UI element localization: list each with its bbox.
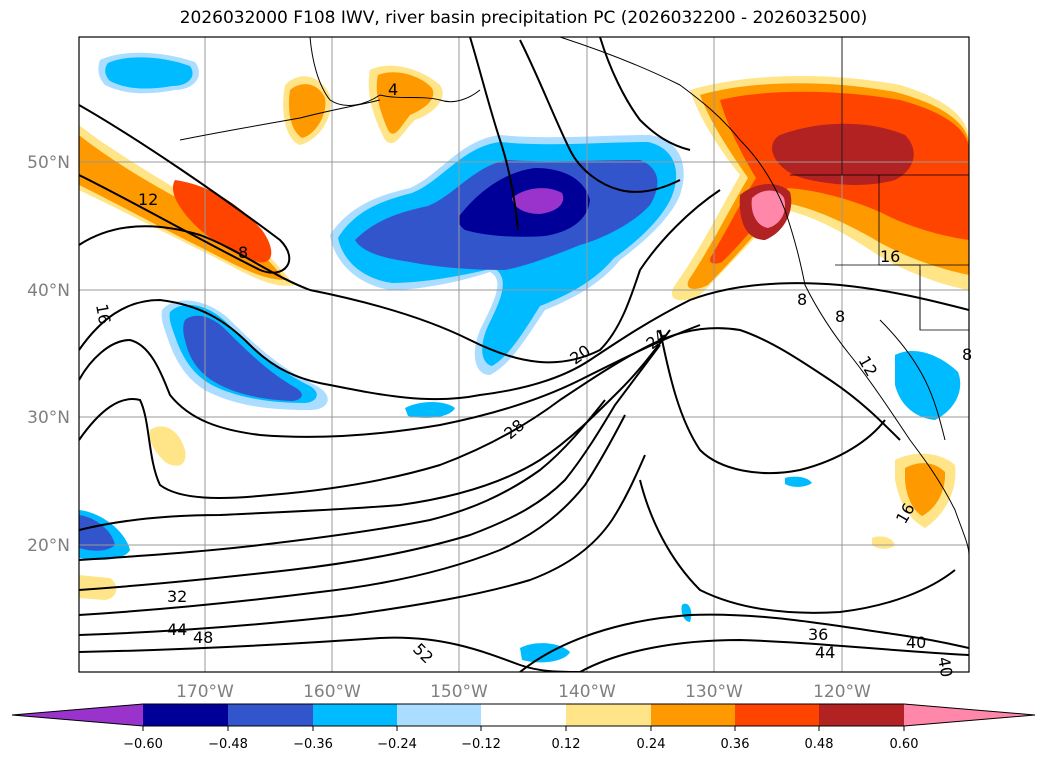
lon-label-140w: 140°W [558, 682, 616, 702]
colorbar-seg-3 [313, 704, 397, 726]
colorbar-seg-0 [12, 704, 143, 726]
contour-label-8-east: 8 [962, 345, 972, 364]
colorbar-ticks [142, 726, 905, 731]
contour-label-8-coast: 8 [797, 290, 807, 309]
contour-label-36: 36 [808, 625, 828, 644]
colorbar-label-7: 0.36 [721, 737, 750, 752]
map-frame [78, 36, 970, 673]
colorbar-label-9: 0.60 [890, 737, 919, 752]
colorbar-label-1: −0.48 [208, 737, 248, 752]
contour-label-4: 4 [388, 80, 398, 99]
contour-label-40: 40 [906, 633, 926, 652]
pc-negative-small-1 [405, 402, 455, 418]
pc-positive-subtropic-1 [149, 426, 186, 466]
colorbar-seg-2 [228, 704, 313, 726]
pc-negative-central-pacific-blue [183, 315, 302, 401]
lat-labels: 50°N 40°N 30°N 20°N [27, 153, 70, 556]
contour-label-44-west: 44 [167, 620, 187, 639]
lat-label-40n: 40°N [27, 281, 70, 301]
contour-label-40-edge: 40 [934, 655, 956, 678]
contour-label-8-inland: 8 [835, 307, 845, 326]
pc-negative-small-3 [681, 603, 692, 622]
colorbar-tick-labels: −0.60 −0.48 −0.36 −0.24 −0.12 0.12 0.24 … [123, 737, 918, 752]
plot-title: 2026032000 F108 IWV, river basin precipi… [179, 8, 868, 28]
pc-positive-alaska-2-core [376, 72, 434, 134]
colorbar: −0.60 −0.48 −0.36 −0.24 −0.12 0.12 0.24 … [11, 703, 1036, 752]
contour-label-44-east: 44 [815, 643, 835, 662]
colorbar-seg-9 [819, 704, 904, 726]
lon-label-150w: 150°W [430, 682, 488, 702]
contour-label-8: 8 [238, 243, 248, 262]
colorbar-seg-8 [735, 704, 819, 726]
colorbar-label-0: −0.60 [123, 737, 163, 752]
colorbar-seg-6 [566, 704, 651, 726]
pc-negative-west-edge-blue [79, 515, 115, 551]
colorbar-label-5: 0.12 [552, 737, 581, 752]
pc-positive-baja-core [905, 463, 946, 516]
pc-negative-nw-small-cyan [105, 57, 193, 89]
map-layers [79, 37, 969, 672]
lon-label-160w: 160°W [303, 682, 361, 702]
pc-positive-alaska-core [288, 84, 326, 138]
positive-pc-regions [79, 65, 969, 600]
lat-label-20n: 20°N [27, 536, 70, 556]
colorbar-label-3: −0.24 [377, 737, 417, 752]
iwv-contours [79, 37, 969, 672]
contour-label-12: 12 [138, 190, 158, 209]
colorbar-seg-4 [397, 704, 481, 726]
pc-negative-small-2 [785, 476, 812, 487]
colorbar-label-2: −0.36 [293, 737, 333, 752]
pc-positive-nw-pacific-red [172, 180, 272, 263]
contour-label-48: 48 [193, 628, 213, 647]
colorbar-seg-10 [904, 704, 1035, 726]
borders [790, 37, 969, 331]
contour-label-16-west: 16 [92, 302, 114, 325]
lat-label-30n: 30°N [27, 408, 70, 428]
lon-label-170w: 170°W [176, 682, 234, 702]
colorbar-seg-1 [143, 704, 228, 726]
contour-label-16-east: 16 [880, 247, 900, 266]
lon-label-130w: 130°W [685, 682, 743, 702]
coastlines [179, 37, 969, 556]
pc-positive-subtropic-2 [79, 575, 117, 600]
pc-negative-north-pacific-min [512, 188, 564, 214]
lon-labels: 170°W 160°W 150°W 140°W 130°W 120°W [176, 682, 871, 702]
pc-positive-west-coast-max [751, 190, 786, 228]
colorbar-label-8: 0.48 [805, 737, 834, 752]
colorbar-label-4: −0.12 [461, 737, 501, 752]
colorbar-seg-5 [481, 704, 566, 726]
lon-label-120w: 120°W [813, 682, 871, 702]
lat-label-50n: 50°N [27, 153, 70, 173]
colorbar-label-6: 0.24 [637, 737, 666, 752]
pc-positive-west-coast-darkred [772, 123, 914, 185]
contour-label-32: 32 [167, 587, 187, 606]
pc-positive-subtropic-3 [872, 536, 895, 549]
colorbar-seg-7 [651, 704, 735, 726]
negative-pc-regions [79, 52, 961, 663]
